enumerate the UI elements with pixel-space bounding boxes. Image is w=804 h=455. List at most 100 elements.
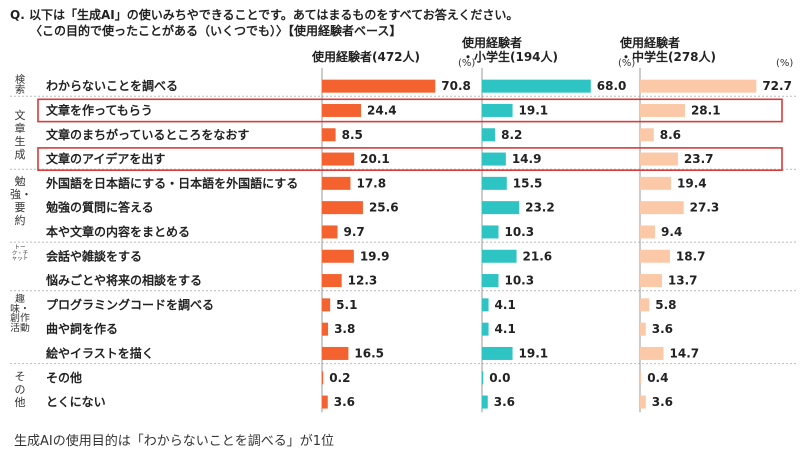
data-label: 3.6 [652,395,673,409]
bar [482,298,489,312]
category-label: 曲や詞を作る [46,321,118,336]
question-subtitle: 〈この目的で使ったことがある（いくつでも）〉【使用経験者ベース】 [30,24,402,38]
group-label: 勉強・要約 [10,175,32,228]
series-header: 使用経験者 ・小学生(194人) [462,36,632,64]
bar [482,103,513,117]
group-label: 検索 [14,75,26,97]
bar-chart: わからないことを調べる 70.8 68.0 72.7 文章を作ってもらう 24.4 19.1… [10,68,796,413]
series-header-line: 使用経験者(472人) [312,50,421,64]
category-label: その他 [46,370,82,385]
series-header-line: ・小学生(194人) [462,50,559,64]
bar [640,201,684,215]
data-label: 4.1 [495,322,516,336]
data-label: 17.8 [356,176,386,190]
bar [640,103,685,117]
data-label: 16.5 [354,346,384,360]
data-label: 5.8 [655,298,676,312]
bar [322,249,354,263]
category-label: 勉強の質問に答える [45,200,154,215]
bar [482,79,591,93]
data-label: 0.2 [329,371,350,385]
bar [482,201,520,215]
category-label: 文章を作ってもらう [46,102,153,117]
bar [482,176,507,190]
bar [322,298,331,312]
category-label: わからないことを調べる [46,78,178,93]
bar [322,274,342,288]
data-label: 12.3 [348,274,378,288]
bar [322,395,328,409]
bar [482,371,484,385]
data-label: 0.4 [647,371,668,385]
bar [322,128,336,142]
data-label: 18.7 [676,249,706,263]
bar [322,371,324,385]
data-label: 0.0 [489,371,510,385]
bar [640,346,664,360]
group-label: 文章生成 [14,108,26,161]
data-label: 14.9 [512,152,542,166]
data-label: 9.4 [661,225,682,239]
unit-label: (%) [618,58,636,69]
series-header: 使用経験者 ・中学生(278人) [620,36,790,64]
bar [640,298,650,312]
bar [482,322,489,336]
unit-label: (%) [776,58,794,69]
bar [640,79,757,93]
data-label: 8.2 [501,128,522,142]
data-label: 28.1 [691,103,721,117]
series-header-line: ・中学生(278人) [620,50,717,64]
data-label: 25.6 [369,201,399,215]
highlight-box [37,147,783,171]
bar [640,225,656,239]
category-label: 絵やイラストを描く [46,345,154,360]
bar [322,225,338,239]
data-label: 3.6 [494,395,515,409]
bar [640,176,672,190]
data-label: 8.6 [660,128,681,142]
data-label: 19.1 [519,103,549,117]
bar [482,274,499,288]
data-label: 15.5 [513,176,543,190]
data-label: 9.7 [344,225,365,239]
bar [482,128,496,142]
category-label: とくにない [46,395,106,409]
data-label: 3.6 [334,395,355,409]
data-label: 14.7 [670,346,700,360]
category-label: 悩みごとや将来の相談をする [45,273,202,288]
series-header-line: 使用経験者 [462,36,523,50]
category-label: 外国語を日本語にする・日本語を外国語にする [46,175,298,190]
series-header-line: 使用経験者 [620,36,681,50]
bar [482,395,488,409]
group-label: その他 [14,370,26,410]
bar [640,152,678,166]
category-label: 本や文章の内容をまとめる [46,224,190,239]
bar [482,152,506,166]
bar [640,274,662,288]
bar [640,371,642,385]
data-label: 10.3 [504,274,534,288]
category-label: 会話や雑談をする [46,248,142,263]
bar [640,322,646,336]
category-label: プログラミングコードを調べる [46,297,214,312]
group-label: トーク・チャット [11,245,29,263]
bar [640,395,646,409]
bar [322,201,363,215]
bar [322,103,362,117]
unit-label: (%) [458,58,476,69]
group-label: 趣味・創作活動 [10,293,30,335]
data-label: 20.1 [360,152,390,166]
data-label: 19.4 [677,176,707,190]
bar [482,249,517,263]
data-label: 24.4 [367,103,397,117]
data-label: 5.1 [336,298,357,312]
data-label: 68.0 [597,79,627,93]
bar [322,322,329,336]
bar [322,152,355,166]
data-label: 19.1 [519,346,549,360]
bar [640,128,654,142]
data-label: 13.7 [668,274,698,288]
data-label: 3.6 [652,322,673,336]
data-label: 27.3 [690,201,720,215]
data-label: 8.5 [342,128,363,142]
